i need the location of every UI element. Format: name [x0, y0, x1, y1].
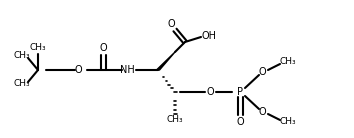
Text: CH₃: CH₃ [14, 79, 30, 88]
Text: O: O [236, 117, 244, 127]
Text: CH₃: CH₃ [280, 117, 296, 127]
Text: O: O [74, 65, 82, 75]
Text: CH₃: CH₃ [280, 58, 296, 67]
Text: O: O [99, 43, 107, 53]
Text: CH₃: CH₃ [14, 51, 30, 60]
Text: O: O [258, 107, 266, 117]
Text: NH: NH [120, 65, 135, 75]
Text: O: O [258, 67, 266, 77]
Text: O: O [206, 87, 214, 97]
Polygon shape [156, 52, 175, 70]
Text: CH₃: CH₃ [30, 43, 46, 52]
Text: CH₃: CH₃ [167, 116, 183, 124]
Text: P: P [237, 87, 243, 97]
Text: O: O [167, 19, 175, 29]
Text: OH: OH [201, 31, 217, 41]
